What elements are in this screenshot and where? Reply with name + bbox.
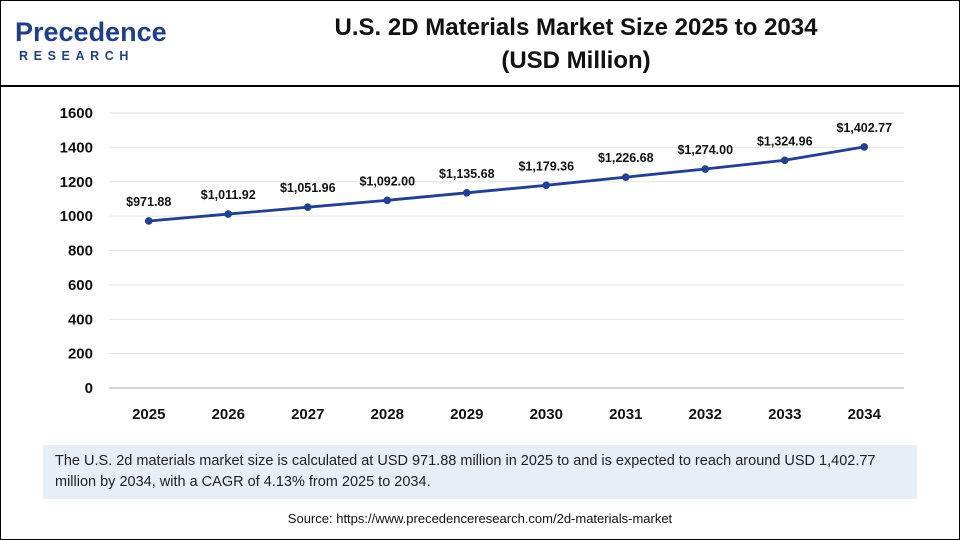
- x-tick-label: 2034: [848, 406, 882, 423]
- x-tick-label: 2033: [768, 406, 801, 423]
- precedence-research-logo: Precedence RESEARCH: [15, 15, 167, 65]
- x-tick-label: 2028: [371, 406, 404, 423]
- data-point: [303, 203, 312, 211]
- data-label: $1,226.68: [598, 151, 654, 165]
- y-tick-label: 1000: [60, 208, 93, 225]
- x-tick-label: 2025: [132, 406, 165, 423]
- title-line-1: U.S. 2D Materials Market Size 2025 to 20…: [334, 14, 818, 41]
- header: Precedence RESEARCH U.S. 2D Materials Ma…: [1, 1, 959, 84]
- y-tick-label: 600: [68, 277, 93, 294]
- x-tick-label: 2029: [450, 406, 483, 423]
- data-point: [144, 217, 153, 225]
- data-point: [621, 173, 630, 181]
- data-label: $1,274.00: [677, 143, 733, 157]
- y-tick-label: 1400: [60, 139, 93, 156]
- logo-main-text: Precedence: [15, 17, 167, 47]
- caption-text: The U.S. 2d materials market size is cal…: [55, 453, 876, 490]
- data-point: [860, 143, 869, 151]
- line-chart: 0 200 400 600 800 1000 1200 1400 1600 2025 2026 202…: [60, 105, 904, 423]
- x-tick-label: 2032: [689, 406, 722, 423]
- data-label: $1,051.96: [280, 181, 336, 195]
- data-label: $971.88: [126, 195, 171, 209]
- data-point: [780, 156, 789, 165]
- x-tick-label: 2030: [530, 406, 563, 423]
- y-tick-label: 0: [85, 380, 93, 397]
- data-label: $1,179.36: [518, 159, 574, 173]
- y-tick-label: 400: [68, 311, 93, 328]
- x-tick-label: 2026: [212, 406, 245, 423]
- x-tick-label: 2031: [609, 406, 642, 423]
- data-point: [383, 196, 392, 205]
- y-tick-label: 200: [68, 346, 93, 363]
- data-point: [462, 189, 471, 197]
- data-point: [542, 181, 551, 190]
- logo-sub-text: RESEARCH: [19, 49, 134, 63]
- data-point: [224, 210, 233, 218]
- y-tick-label: 1200: [60, 174, 93, 191]
- y-tick-label: 1600: [60, 105, 93, 122]
- data-label: $1,402.77: [836, 121, 892, 135]
- data-label: $1,324.96: [757, 134, 813, 148]
- y-tick-label: 800: [68, 243, 93, 260]
- caption-box: The U.S. 2d materials market size is cal…: [43, 445, 917, 499]
- title-line-2: (USD Million): [501, 47, 651, 74]
- series-line: [148, 145, 865, 223]
- x-tick-label: 2027: [291, 406, 324, 423]
- header-divider: [1, 85, 959, 87]
- source-text: Source: https://www.precedenceresearch.c…: [287, 511, 673, 526]
- chart-title: U.S. 2D Materials Market Size 2025 to 20…: [231, 11, 921, 77]
- data-point: [701, 165, 710, 173]
- data-label: $1,011.92: [201, 188, 256, 202]
- data-label: $1,092.00: [359, 174, 415, 188]
- data-label: $1,135.68: [439, 167, 495, 181]
